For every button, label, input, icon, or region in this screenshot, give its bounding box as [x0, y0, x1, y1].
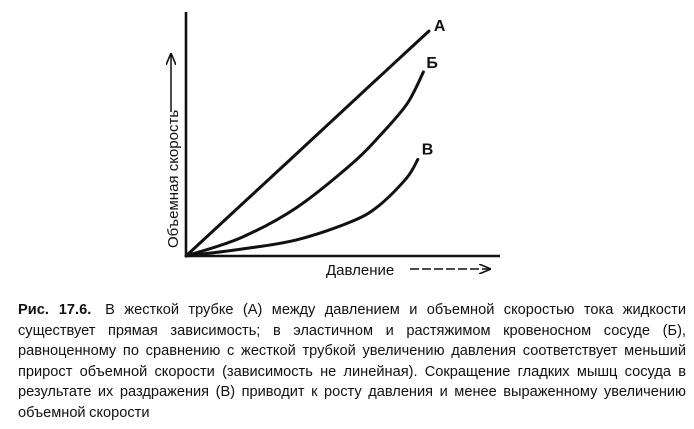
series-line-1 [184, 29, 431, 258]
series-label-3: В [422, 141, 434, 158]
series-label-2: Б [426, 55, 438, 72]
figure-number: Рис. 17.6. [18, 302, 92, 318]
series-layer [184, 29, 431, 258]
series-label-1: А [434, 18, 446, 35]
figure-caption: Рис. 17.6. В жесткой трубке (А) между да… [18, 300, 686, 423]
chart-svg: А Б В Давление Объемная скорость [165, 12, 500, 279]
y-axis-label: Объемная скорость [165, 110, 182, 248]
x-axis-label: Давление [326, 262, 394, 279]
chart-figure: А Б В Давление Объемная скорость [165, 12, 500, 279]
caption-text: В жесткой трубке (А) между давлением и о… [18, 302, 686, 421]
curve-labels: А Б В [422, 18, 446, 158]
series-line-3 [184, 157, 420, 258]
series-line-2 [184, 70, 425, 258]
